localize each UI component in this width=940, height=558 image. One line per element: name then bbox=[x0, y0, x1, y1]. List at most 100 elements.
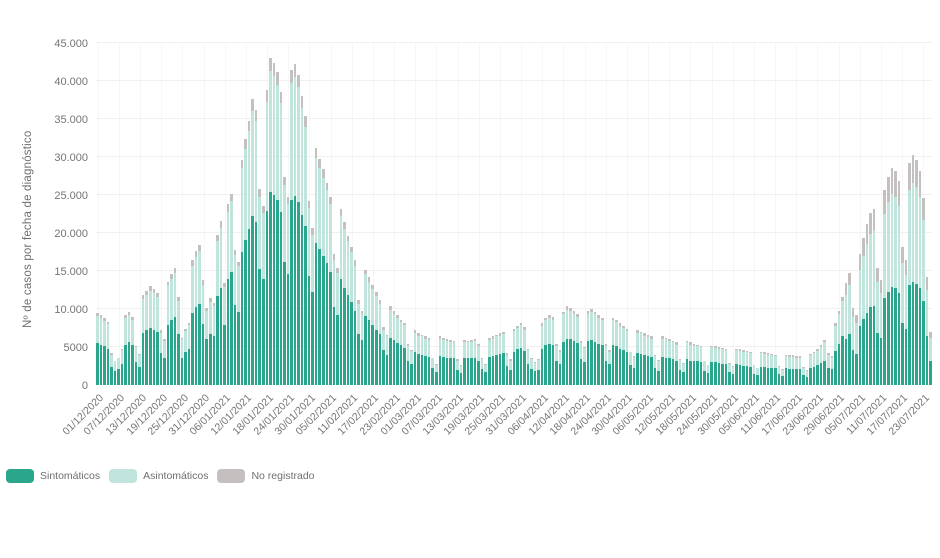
bar[interactable] bbox=[442, 43, 445, 385]
bar[interactable] bbox=[512, 43, 516, 385]
bar[interactable] bbox=[374, 43, 378, 385]
bar[interactable] bbox=[170, 43, 173, 385]
bar[interactable] bbox=[131, 43, 134, 385]
bar[interactable] bbox=[731, 43, 735, 385]
bar[interactable] bbox=[629, 43, 632, 385]
bar[interactable] bbox=[872, 43, 876, 385]
bar[interactable] bbox=[586, 43, 590, 385]
bar[interactable] bbox=[325, 43, 329, 385]
bar[interactable] bbox=[336, 43, 339, 385]
bar[interactable] bbox=[682, 43, 685, 385]
bar[interactable] bbox=[484, 43, 487, 385]
bar[interactable] bbox=[261, 43, 265, 385]
bar[interactable] bbox=[745, 43, 749, 385]
bar[interactable] bbox=[774, 43, 777, 385]
bar[interactable] bbox=[346, 43, 350, 385]
bar[interactable] bbox=[201, 43, 205, 385]
bar[interactable] bbox=[724, 43, 728, 385]
bar[interactable] bbox=[788, 43, 791, 385]
bar[interactable] bbox=[463, 43, 466, 385]
bar[interactable] bbox=[420, 43, 424, 385]
bar[interactable] bbox=[120, 43, 124, 385]
bar[interactable] bbox=[618, 43, 622, 385]
bar[interactable] bbox=[417, 43, 420, 385]
bar[interactable] bbox=[756, 43, 759, 385]
bar[interactable] bbox=[371, 43, 374, 385]
bar[interactable] bbox=[537, 43, 540, 385]
bar[interactable] bbox=[254, 43, 258, 385]
bar[interactable] bbox=[901, 43, 904, 385]
bar[interactable] bbox=[625, 43, 629, 385]
bar[interactable] bbox=[791, 43, 795, 385]
bar[interactable] bbox=[198, 43, 201, 385]
bar[interactable] bbox=[851, 43, 855, 385]
bar[interactable] bbox=[343, 43, 346, 385]
bar[interactable] bbox=[615, 43, 618, 385]
bar[interactable] bbox=[438, 43, 442, 385]
bar[interactable] bbox=[124, 43, 127, 385]
bar[interactable] bbox=[865, 43, 869, 385]
bar[interactable] bbox=[491, 43, 495, 385]
bar[interactable] bbox=[191, 43, 194, 385]
bar[interactable] bbox=[735, 43, 738, 385]
bar[interactable] bbox=[837, 43, 841, 385]
bar[interactable] bbox=[526, 43, 530, 385]
bar[interactable] bbox=[572, 43, 576, 385]
bar[interactable] bbox=[781, 43, 784, 385]
bar[interactable] bbox=[431, 43, 434, 385]
bar[interactable] bbox=[480, 43, 484, 385]
bar[interactable] bbox=[314, 43, 318, 385]
bar[interactable] bbox=[300, 43, 304, 385]
bar[interactable] bbox=[657, 43, 660, 385]
bar[interactable] bbox=[816, 43, 819, 385]
bar[interactable] bbox=[449, 43, 452, 385]
bar[interactable] bbox=[583, 43, 586, 385]
bar[interactable] bbox=[650, 43, 653, 385]
bar[interactable] bbox=[339, 43, 343, 385]
bar[interactable] bbox=[600, 43, 604, 385]
bar[interactable] bbox=[279, 43, 283, 385]
bar[interactable] bbox=[703, 43, 706, 385]
bar[interactable] bbox=[276, 43, 279, 385]
bar[interactable] bbox=[502, 43, 505, 385]
bar[interactable] bbox=[283, 43, 286, 385]
bar[interactable] bbox=[403, 43, 406, 385]
bar[interactable] bbox=[823, 43, 826, 385]
bar[interactable] bbox=[113, 43, 117, 385]
bar[interactable] bbox=[473, 43, 477, 385]
bar[interactable] bbox=[569, 43, 572, 385]
bar[interactable] bbox=[477, 43, 480, 385]
bar[interactable] bbox=[565, 43, 569, 385]
bar[interactable] bbox=[752, 43, 756, 385]
bar[interactable] bbox=[445, 43, 449, 385]
bar[interactable] bbox=[99, 43, 103, 385]
bar[interactable] bbox=[710, 43, 713, 385]
bar[interactable] bbox=[382, 43, 385, 385]
bar[interactable] bbox=[911, 43, 915, 385]
bar[interactable] bbox=[205, 43, 208, 385]
bar[interactable] bbox=[240, 43, 244, 385]
bar[interactable] bbox=[385, 43, 389, 385]
bar[interactable] bbox=[470, 43, 473, 385]
bar[interactable] bbox=[353, 43, 357, 385]
bar[interactable] bbox=[322, 43, 325, 385]
bar[interactable] bbox=[653, 43, 657, 385]
bar[interactable] bbox=[304, 43, 307, 385]
bar[interactable] bbox=[452, 43, 456, 385]
bar[interactable] bbox=[622, 43, 625, 385]
bar[interactable] bbox=[389, 43, 392, 385]
bar[interactable] bbox=[879, 43, 883, 385]
bar[interactable] bbox=[692, 43, 696, 385]
bar[interactable] bbox=[396, 43, 399, 385]
bar[interactable] bbox=[894, 43, 897, 385]
bar[interactable] bbox=[908, 43, 911, 385]
bar[interactable] bbox=[812, 43, 816, 385]
bar[interactable] bbox=[862, 43, 865, 385]
bar[interactable] bbox=[661, 43, 664, 385]
bar[interactable] bbox=[664, 43, 668, 385]
bar[interactable] bbox=[533, 43, 537, 385]
bar[interactable] bbox=[604, 43, 608, 385]
bar[interactable] bbox=[466, 43, 470, 385]
bar[interactable] bbox=[413, 43, 417, 385]
bar[interactable] bbox=[209, 43, 212, 385]
